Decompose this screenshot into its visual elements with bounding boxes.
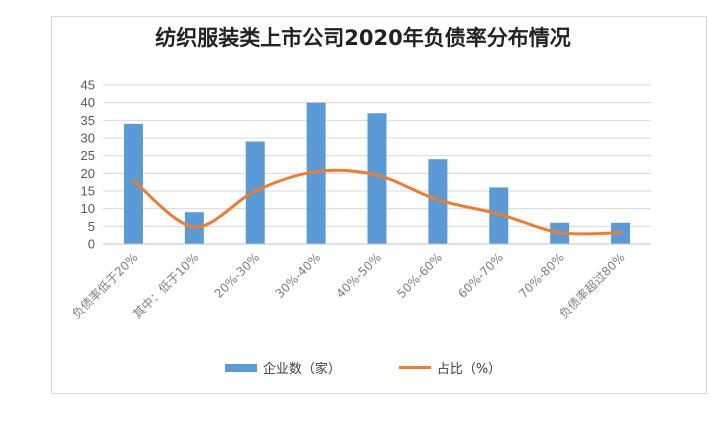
bar: [123, 123, 143, 244]
x-category-label: 20%-30%: [212, 250, 263, 301]
legend-item-line: 占比（%）: [398, 358, 502, 377]
x-category-label: 40%-50%: [333, 250, 384, 301]
y-tick-label: 35: [81, 113, 95, 128]
bar: [306, 102, 326, 245]
bar: [367, 113, 387, 245]
bar: [428, 159, 448, 244]
x-category-label: 30%-40%: [273, 250, 324, 301]
y-tick-label: 10: [81, 201, 95, 216]
x-category-label: 50%-60%: [394, 250, 445, 301]
series-line: [131, 168, 623, 236]
legend-swatch-line: [398, 366, 431, 369]
x-category-label: 60%-70%: [455, 250, 506, 301]
y-tick-label: 25: [81, 148, 95, 163]
x-category-label: 70%-80%: [516, 250, 567, 301]
y-tick-label: 40: [81, 95, 95, 110]
legend-label-bars: 企业数（家）: [262, 362, 341, 377]
legend-item-bars: 企业数（家）: [224, 358, 341, 377]
bar: [489, 187, 509, 244]
chart-legend: 企业数（家） 占比（%）: [0, 358, 726, 377]
y-tick-label: 15: [81, 184, 95, 199]
y-tick-label: 30: [81, 131, 95, 146]
legend-label-line: 占比（%）: [436, 362, 502, 377]
y-tick-label: 20: [81, 166, 95, 181]
y-tick-label: 5: [88, 219, 95, 234]
bar: [245, 141, 265, 244]
chart-title: 纺织服装类上市公司2020年负债率分布情况: [155, 26, 571, 50]
y-tick-label: 0: [88, 237, 95, 252]
y-tick-label: 45: [81, 78, 95, 93]
legend-swatch-bar: [224, 363, 257, 372]
